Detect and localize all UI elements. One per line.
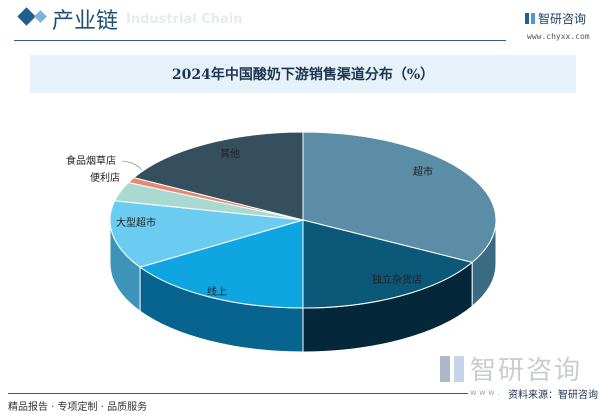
label-online: 线上 [207,285,227,298]
section-title: 产业链 [52,9,119,34]
pie-slice-0 [302,131,497,263]
watermark-logo-icon [440,355,464,382]
pie-slice-1 [302,219,474,309]
leader-line [121,160,143,171]
footer-slogan: 精品报告 · 专项定制 · 品质服务 [8,402,148,413]
pie-labels: 超市 独立杂货店 线上 大型超市 便利店 食品烟草店 其他 [66,147,433,298]
logo-text: 智研咨询 [538,12,587,26]
pie-slice-2 [138,219,304,309]
data-source: 资料来源：智研咨询 [508,390,598,401]
label-supermarket: 超市 [413,165,433,178]
section-subtitle: Industrial Chain [126,12,243,27]
pie-tops [109,131,497,309]
logo-icon [525,13,535,24]
footer-www: w w w . [470,388,500,397]
label-convenience: 便利店 [90,171,120,184]
pie-slice-6 [132,131,304,221]
chart-title: 2024年中国酸奶下游销售渠道分布（%） [171,67,435,83]
pie-slice-3 [109,200,304,268]
watermark-logo: 智研咨询 [440,350,582,387]
logo-url: www.chyxx.com [527,32,590,41]
label-grocery: 独立杂货店 [372,273,422,286]
header-divider [14,40,506,41]
label-food-tobacco: 食品烟草店 [66,154,116,167]
label-hypermarket: 大型超市 [116,216,156,229]
label-other: 其他 [220,147,240,160]
watermark-text: 智研咨询 [470,356,583,386]
brand-logo: 智研咨询 [525,10,586,27]
footer-divider [8,393,468,394]
chart-title-bar: 2024年中国酸奶下游销售渠道分布（%） [30,55,576,93]
